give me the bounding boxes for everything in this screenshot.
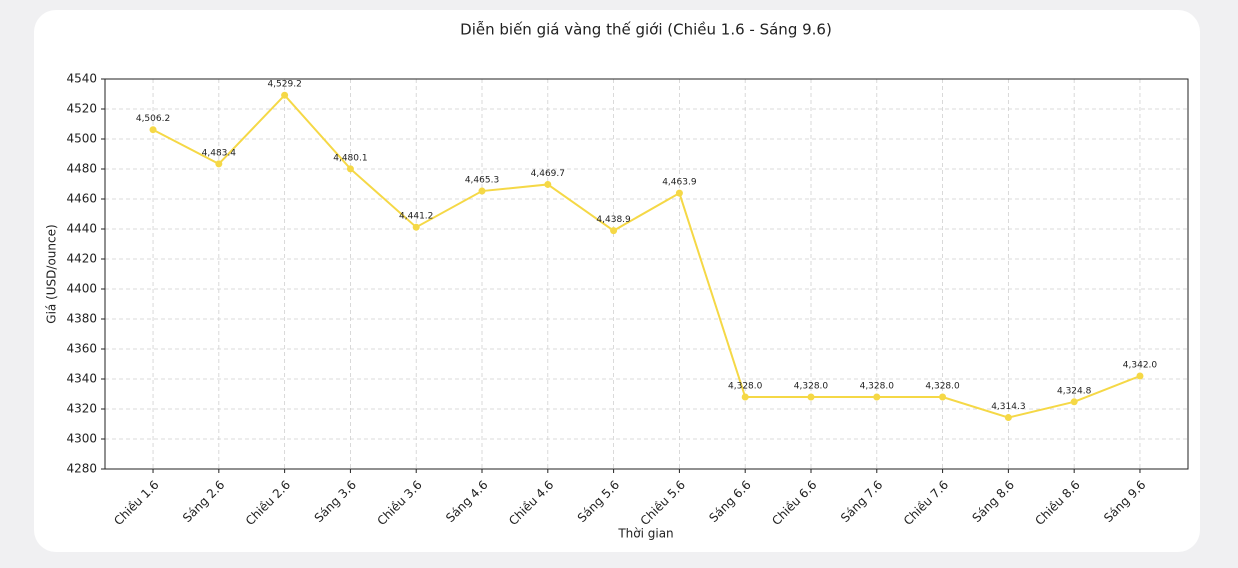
point (741, 393, 749, 401)
point (281, 91, 289, 99)
value-label: 4,529.2 (267, 80, 301, 90)
value-label: 4,328.0 (860, 382, 895, 392)
value-label: 4,328.0 (925, 382, 960, 392)
y-tick-label: 4400 (66, 282, 97, 296)
x-axis-label: Thời gian (617, 527, 673, 541)
value-label: 4,465.3 (465, 176, 499, 186)
y-tick-label: 4440 (66, 222, 97, 236)
value-label: 4,480.1 (333, 153, 367, 163)
line (152, 93, 1141, 419)
y-tick-label: 4480 (66, 162, 97, 176)
value-label: 4,328.0 (728, 382, 763, 392)
point (1136, 372, 1144, 380)
point (873, 393, 881, 401)
y-tick-label: 4460 (66, 192, 97, 206)
point (346, 165, 354, 173)
y-tick-label: 4380 (66, 312, 97, 326)
point (939, 393, 947, 401)
value-label: 4,342.0 (1123, 361, 1158, 371)
point (149, 126, 157, 134)
y-tick-label: 4300 (66, 432, 97, 446)
y-tick-label: 4280 (66, 462, 97, 476)
point (1070, 398, 1078, 406)
value-label: 4,328.0 (794, 382, 829, 392)
value-label: 4,483.4 (202, 148, 237, 158)
value-label: 4,441.2 (399, 212, 433, 222)
y-tick-label: 4360 (66, 342, 97, 356)
point (544, 180, 552, 188)
y-tick-label: 4540 (66, 72, 97, 86)
value-label: 4,324.8 (1057, 386, 1092, 396)
value-label: 4,438.9 (596, 215, 631, 225)
value-label: 4,463.9 (662, 178, 697, 188)
y-tick-label: 4500 (66, 132, 97, 146)
y-axis-label: Giá (USD/ounce) (45, 224, 59, 323)
value-label: 4,506.2 (136, 114, 170, 124)
y-tick-label: 4520 (66, 102, 97, 116)
y-tick-label: 4340 (66, 372, 97, 386)
chart-title: Diễn biến giá vàng thế giới (Chiều 1.6 -… (460, 21, 832, 39)
point (412, 223, 420, 231)
plot-frame (104, 78, 1189, 470)
point (610, 227, 618, 235)
point (478, 187, 486, 195)
card (34, 10, 1200, 552)
value-label: 4,314.3 (991, 402, 1025, 412)
point (215, 160, 223, 168)
y-tick-label: 4420 (66, 252, 97, 266)
point (807, 393, 815, 401)
point (1004, 414, 1012, 422)
point (675, 189, 683, 197)
value-label: 4,469.7 (531, 169, 565, 179)
y-tick-label: 4320 (66, 402, 97, 416)
